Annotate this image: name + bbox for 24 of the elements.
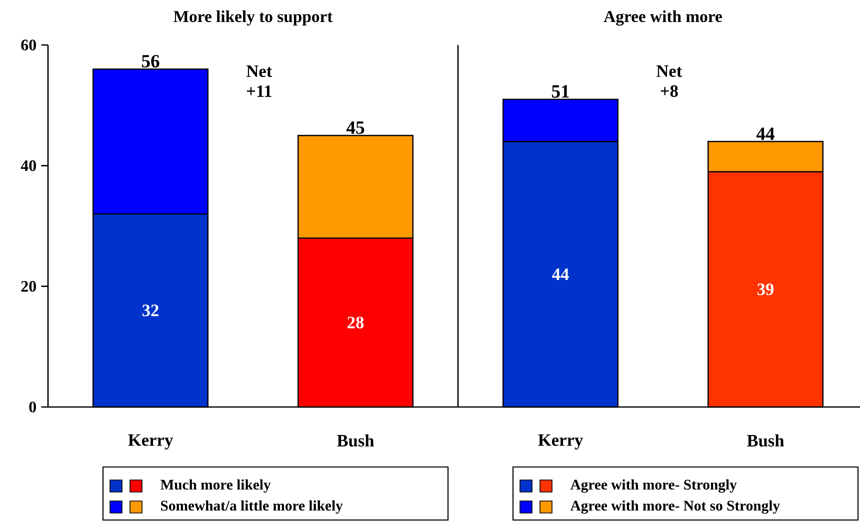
y-tick-label: 40 — [20, 160, 36, 172]
x-tick-label: Kerry — [128, 434, 173, 450]
chart-title: More likely to support — [174, 10, 333, 26]
data-label: 32 — [142, 304, 158, 316]
legend-label: Somewhat/a little more likely — [161, 500, 343, 514]
annotation: Net +11 — [246, 66, 272, 97]
annotation: Net +8 — [656, 65, 682, 97]
total-label: 51 — [552, 85, 569, 98]
x-tick-label: Bush — [337, 434, 374, 447]
x-tick-label: Kerry — [538, 434, 583, 450]
legend-label: Agree with more- Strongly — [570, 479, 737, 493]
y-tick-label: 0 — [29, 402, 36, 412]
data-label: 44 — [552, 268, 569, 280]
legend-label: Agree with more- Not so Strongly — [570, 500, 780, 514]
data-label: 28 — [348, 316, 364, 328]
total-label: 56 — [142, 54, 160, 68]
y-tick-label: 60 — [21, 40, 36, 50]
x-tick-label: Bush — [747, 434, 784, 447]
legend-label: Much more likely — [160, 479, 271, 493]
total-label: 44 — [756, 128, 774, 140]
total-label: 45 — [346, 121, 364, 134]
data-label: 39 — [757, 284, 774, 296]
chart-title: Agree with more — [604, 10, 722, 26]
y-tick-label: 20 — [21, 280, 36, 292]
